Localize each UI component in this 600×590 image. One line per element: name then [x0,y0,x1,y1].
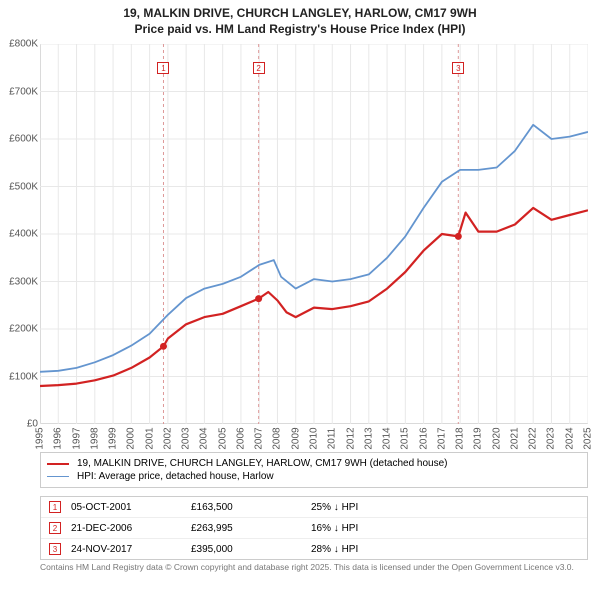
x-tick-label: 2008 [272,427,283,449]
legend-label: 19, MALKIN DRIVE, CHURCH LANGLEY, HARLOW… [77,458,448,469]
x-tick-label: 2009 [290,427,301,449]
x-tick-label: 2004 [199,427,210,449]
transaction-price: £395,000 [191,544,301,555]
chart-area: £0£100K£200K£300K£400K£500K£600K£700K£80… [40,44,588,424]
transaction-row: 1 05-OCT-2001 £163,500 25% ↓ HPI [41,497,587,518]
x-tick-label: 2025 [583,427,594,449]
legend-swatch [47,463,69,465]
y-tick-label: £500K [0,181,38,192]
x-tick-label: 2005 [217,427,228,449]
transaction-price: £263,995 [191,523,301,534]
legend: 19, MALKIN DRIVE, CHURCH LANGLEY, HARLOW… [40,452,588,488]
y-tick-label: £200K [0,324,38,335]
x-tick-label: 2003 [181,427,192,449]
chart-container: 19, MALKIN DRIVE, CHURCH LANGLEY, HARLOW… [0,0,600,590]
sale-marker [160,343,167,350]
y-tick-label: £0 [0,419,38,430]
x-tick-label: 2002 [162,427,173,449]
transaction-date: 05-OCT-2001 [71,502,181,513]
x-tick-label: 2020 [491,427,502,449]
annotation-marker: 1 [157,62,169,74]
x-tick-label: 1998 [89,427,100,449]
y-tick-label: £800K [0,39,38,50]
annotation-marker: 2 [253,62,265,74]
x-tick-label: 2001 [144,427,155,449]
transaction-date: 21-DEC-2006 [71,523,181,534]
transaction-price: £163,500 [191,502,301,513]
x-tick-label: 2019 [473,427,484,449]
x-tick-label: 2010 [309,427,320,449]
x-tick-label: 2018 [455,427,466,449]
sale-marker [455,233,462,240]
transaction-row: 2 21-DEC-2006 £263,995 16% ↓ HPI [41,518,587,539]
transaction-marker: 2 [49,522,61,534]
x-tick-label: 2016 [418,427,429,449]
sale-marker [255,295,262,302]
attribution-text: Contains HM Land Registry data © Crown c… [40,562,588,572]
transaction-date: 24-NOV-2017 [71,544,181,555]
transaction-marker: 3 [49,543,61,555]
chart-title: 19, MALKIN DRIVE, CHURCH LANGLEY, HARLOW… [0,0,600,37]
legend-item: 19, MALKIN DRIVE, CHURCH LANGLEY, HARLOW… [47,457,581,470]
y-tick-label: £100K [0,371,38,382]
x-tick-label: 2007 [254,427,265,449]
transaction-table: 1 05-OCT-2001 £163,500 25% ↓ HPI 2 21-DEC-200… [40,496,588,560]
x-tick-label: 1995 [35,427,46,449]
x-tick-label: 2017 [436,427,447,449]
plot-svg [40,44,588,424]
transaction-marker: 1 [49,501,61,513]
legend-item: HPI: Average price, detached house, Harl… [47,470,581,483]
x-tick-label: 2015 [400,427,411,449]
x-tick-label: 2000 [126,427,137,449]
y-tick-label: £600K [0,134,38,145]
x-tick-label: 2006 [235,427,246,449]
x-tick-label: 1996 [53,427,64,449]
legend-swatch [47,476,69,477]
x-tick-label: 2012 [345,427,356,449]
x-tick-label: 2021 [509,427,520,449]
x-tick-label: 1999 [108,427,119,449]
x-tick-label: 2024 [564,427,575,449]
transaction-hpi: 16% ↓ HPI [311,523,421,534]
y-tick-label: £300K [0,276,38,287]
x-tick-label: 2022 [528,427,539,449]
transaction-row: 3 24-NOV-2017 £395,000 28% ↓ HPI [41,539,587,559]
x-tick-label: 2011 [327,428,338,450]
transaction-hpi: 25% ↓ HPI [311,502,421,513]
x-tick-label: 2014 [382,427,393,449]
legend-label: HPI: Average price, detached house, Harl… [77,471,274,482]
transaction-hpi: 28% ↓ HPI [311,544,421,555]
y-tick-label: £700K [0,86,38,97]
x-tick-label: 1997 [71,427,82,449]
y-tick-label: £400K [0,229,38,240]
title-line-1: 19, MALKIN DRIVE, CHURCH LANGLEY, HARLOW… [0,6,600,22]
annotation-marker: 3 [452,62,464,74]
x-tick-label: 2013 [363,427,374,449]
x-tick-label: 2023 [546,427,557,449]
title-line-2: Price paid vs. HM Land Registry's House … [0,22,600,38]
